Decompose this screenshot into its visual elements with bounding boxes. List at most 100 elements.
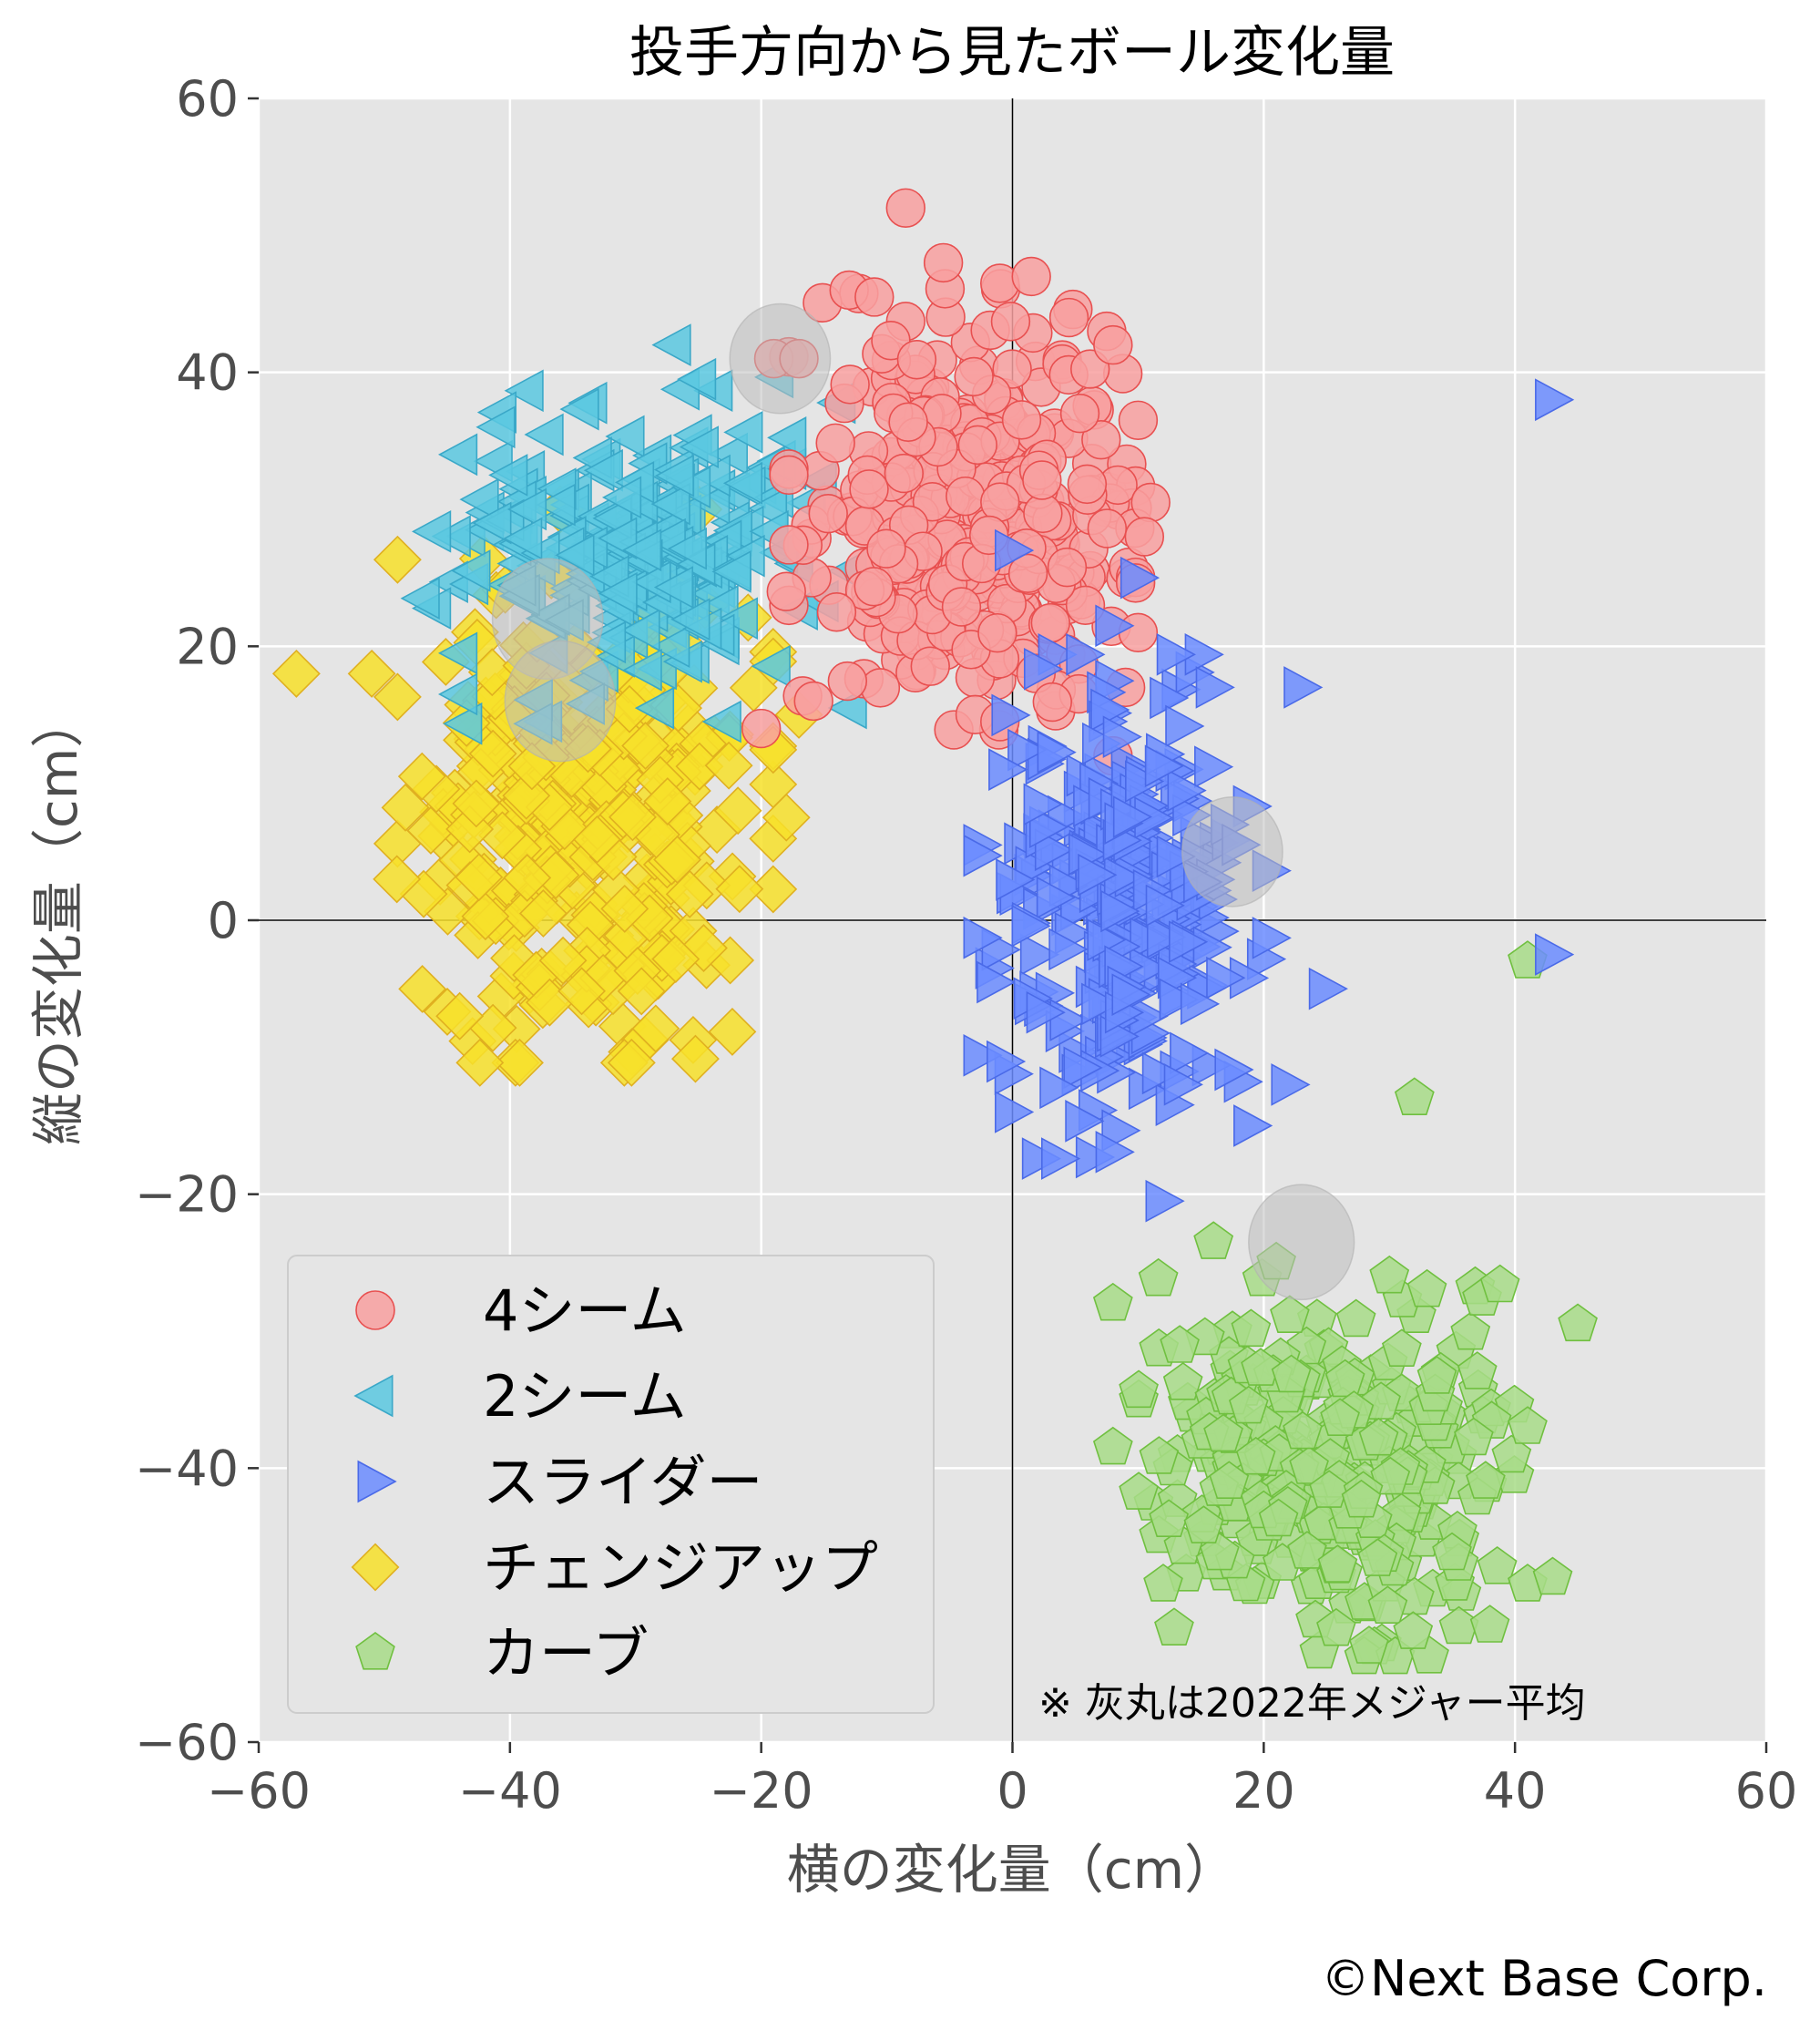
data-point xyxy=(1032,682,1073,723)
data-point xyxy=(976,960,1017,1004)
legend-item: チェンジアップ xyxy=(351,1534,878,1601)
data-point xyxy=(621,528,662,572)
data-point xyxy=(1183,1505,1224,1543)
data-point xyxy=(667,527,707,570)
data-point xyxy=(1206,956,1246,1000)
data-point xyxy=(715,865,764,914)
data-point xyxy=(475,405,516,449)
data-point xyxy=(431,515,471,558)
data-point xyxy=(1214,1048,1254,1092)
data-point xyxy=(766,571,806,611)
data-point xyxy=(1026,990,1066,1034)
data-point xyxy=(400,577,440,620)
data-point xyxy=(451,549,491,592)
legend-item: カーブ xyxy=(355,1620,649,1687)
data-point xyxy=(1406,1268,1447,1307)
average-marker xyxy=(1248,1184,1355,1301)
data-point xyxy=(1048,928,1089,971)
data-point xyxy=(1118,612,1159,652)
data-point xyxy=(677,357,717,401)
data-point xyxy=(896,340,937,380)
data-point xyxy=(1283,1410,1323,1450)
data-point xyxy=(827,661,868,702)
data-point xyxy=(954,356,994,397)
data-point xyxy=(503,517,543,560)
data-point xyxy=(860,668,901,708)
data-point xyxy=(1039,1066,1079,1110)
data-point xyxy=(1159,978,1199,1021)
data-point xyxy=(653,566,694,609)
x-tick-label: 20 xyxy=(1232,1762,1295,1820)
data-point xyxy=(1357,1538,1398,1576)
data-point xyxy=(598,571,638,615)
data-point xyxy=(1169,920,1209,964)
data-point xyxy=(665,869,714,918)
data-point xyxy=(711,550,752,593)
y-axis-title: 縦の変化量（cm） xyxy=(27,695,89,1145)
average-marker xyxy=(504,640,617,763)
data-point xyxy=(1203,1413,1243,1452)
data-point xyxy=(617,967,666,1016)
data-point xyxy=(1120,556,1161,600)
legend-label: スライダー xyxy=(483,1449,763,1515)
legend-marker xyxy=(353,1374,394,1418)
legend-marker xyxy=(351,1543,400,1592)
data-point xyxy=(1141,1051,1181,1095)
data-point xyxy=(941,587,982,627)
data-point xyxy=(888,402,928,442)
data-point xyxy=(701,700,741,743)
data-point xyxy=(690,482,731,525)
data-point xyxy=(518,889,567,938)
data-point xyxy=(769,455,809,496)
data-point xyxy=(1393,1611,1434,1649)
x-tick-label: −60 xyxy=(207,1762,311,1820)
data-point xyxy=(1023,647,1064,691)
data-point xyxy=(1156,633,1196,676)
average-markers xyxy=(491,302,1355,1301)
data-point xyxy=(1059,393,1100,434)
data-point xyxy=(621,722,670,770)
data-point xyxy=(1067,464,1108,505)
data-point xyxy=(1102,715,1142,759)
data-point xyxy=(398,964,447,1013)
data-point xyxy=(1146,916,1187,959)
data-point xyxy=(373,672,422,722)
data-point xyxy=(1194,745,1234,789)
data-point xyxy=(767,416,807,459)
data-point xyxy=(412,509,452,553)
data-point xyxy=(718,597,758,641)
data-point xyxy=(1007,728,1048,772)
data-point xyxy=(708,1007,757,1056)
data-point xyxy=(849,469,889,509)
y-tick-label: 0 xyxy=(208,892,239,949)
data-point xyxy=(995,1091,1035,1133)
data-point xyxy=(651,935,700,984)
data-point xyxy=(472,501,512,545)
data-point xyxy=(437,672,478,716)
legend-item: 4シーム xyxy=(355,1277,687,1344)
data-point xyxy=(1065,585,1106,625)
data-point xyxy=(980,482,1020,522)
data-point xyxy=(1309,1470,1349,1508)
data-point xyxy=(406,806,455,855)
data-point xyxy=(1001,400,1042,440)
x-tick-label: −40 xyxy=(458,1762,562,1820)
data-point xyxy=(555,533,595,577)
data-point xyxy=(397,752,446,801)
data-point xyxy=(538,936,588,985)
data-point xyxy=(816,592,857,632)
data-point xyxy=(1432,1532,1472,1571)
data-point xyxy=(1160,1325,1200,1363)
data-point xyxy=(443,702,483,745)
data-point xyxy=(373,855,422,904)
data-point xyxy=(1041,1137,1081,1180)
data-point xyxy=(1093,324,1133,365)
data-point xyxy=(854,567,894,607)
data-point xyxy=(1289,1446,1329,1484)
data-point xyxy=(1119,1369,1159,1409)
data-point xyxy=(1048,297,1089,338)
data-point xyxy=(1233,1104,1273,1147)
data-point xyxy=(1139,1436,1180,1474)
data-point xyxy=(1124,517,1165,557)
data-point xyxy=(749,865,798,914)
